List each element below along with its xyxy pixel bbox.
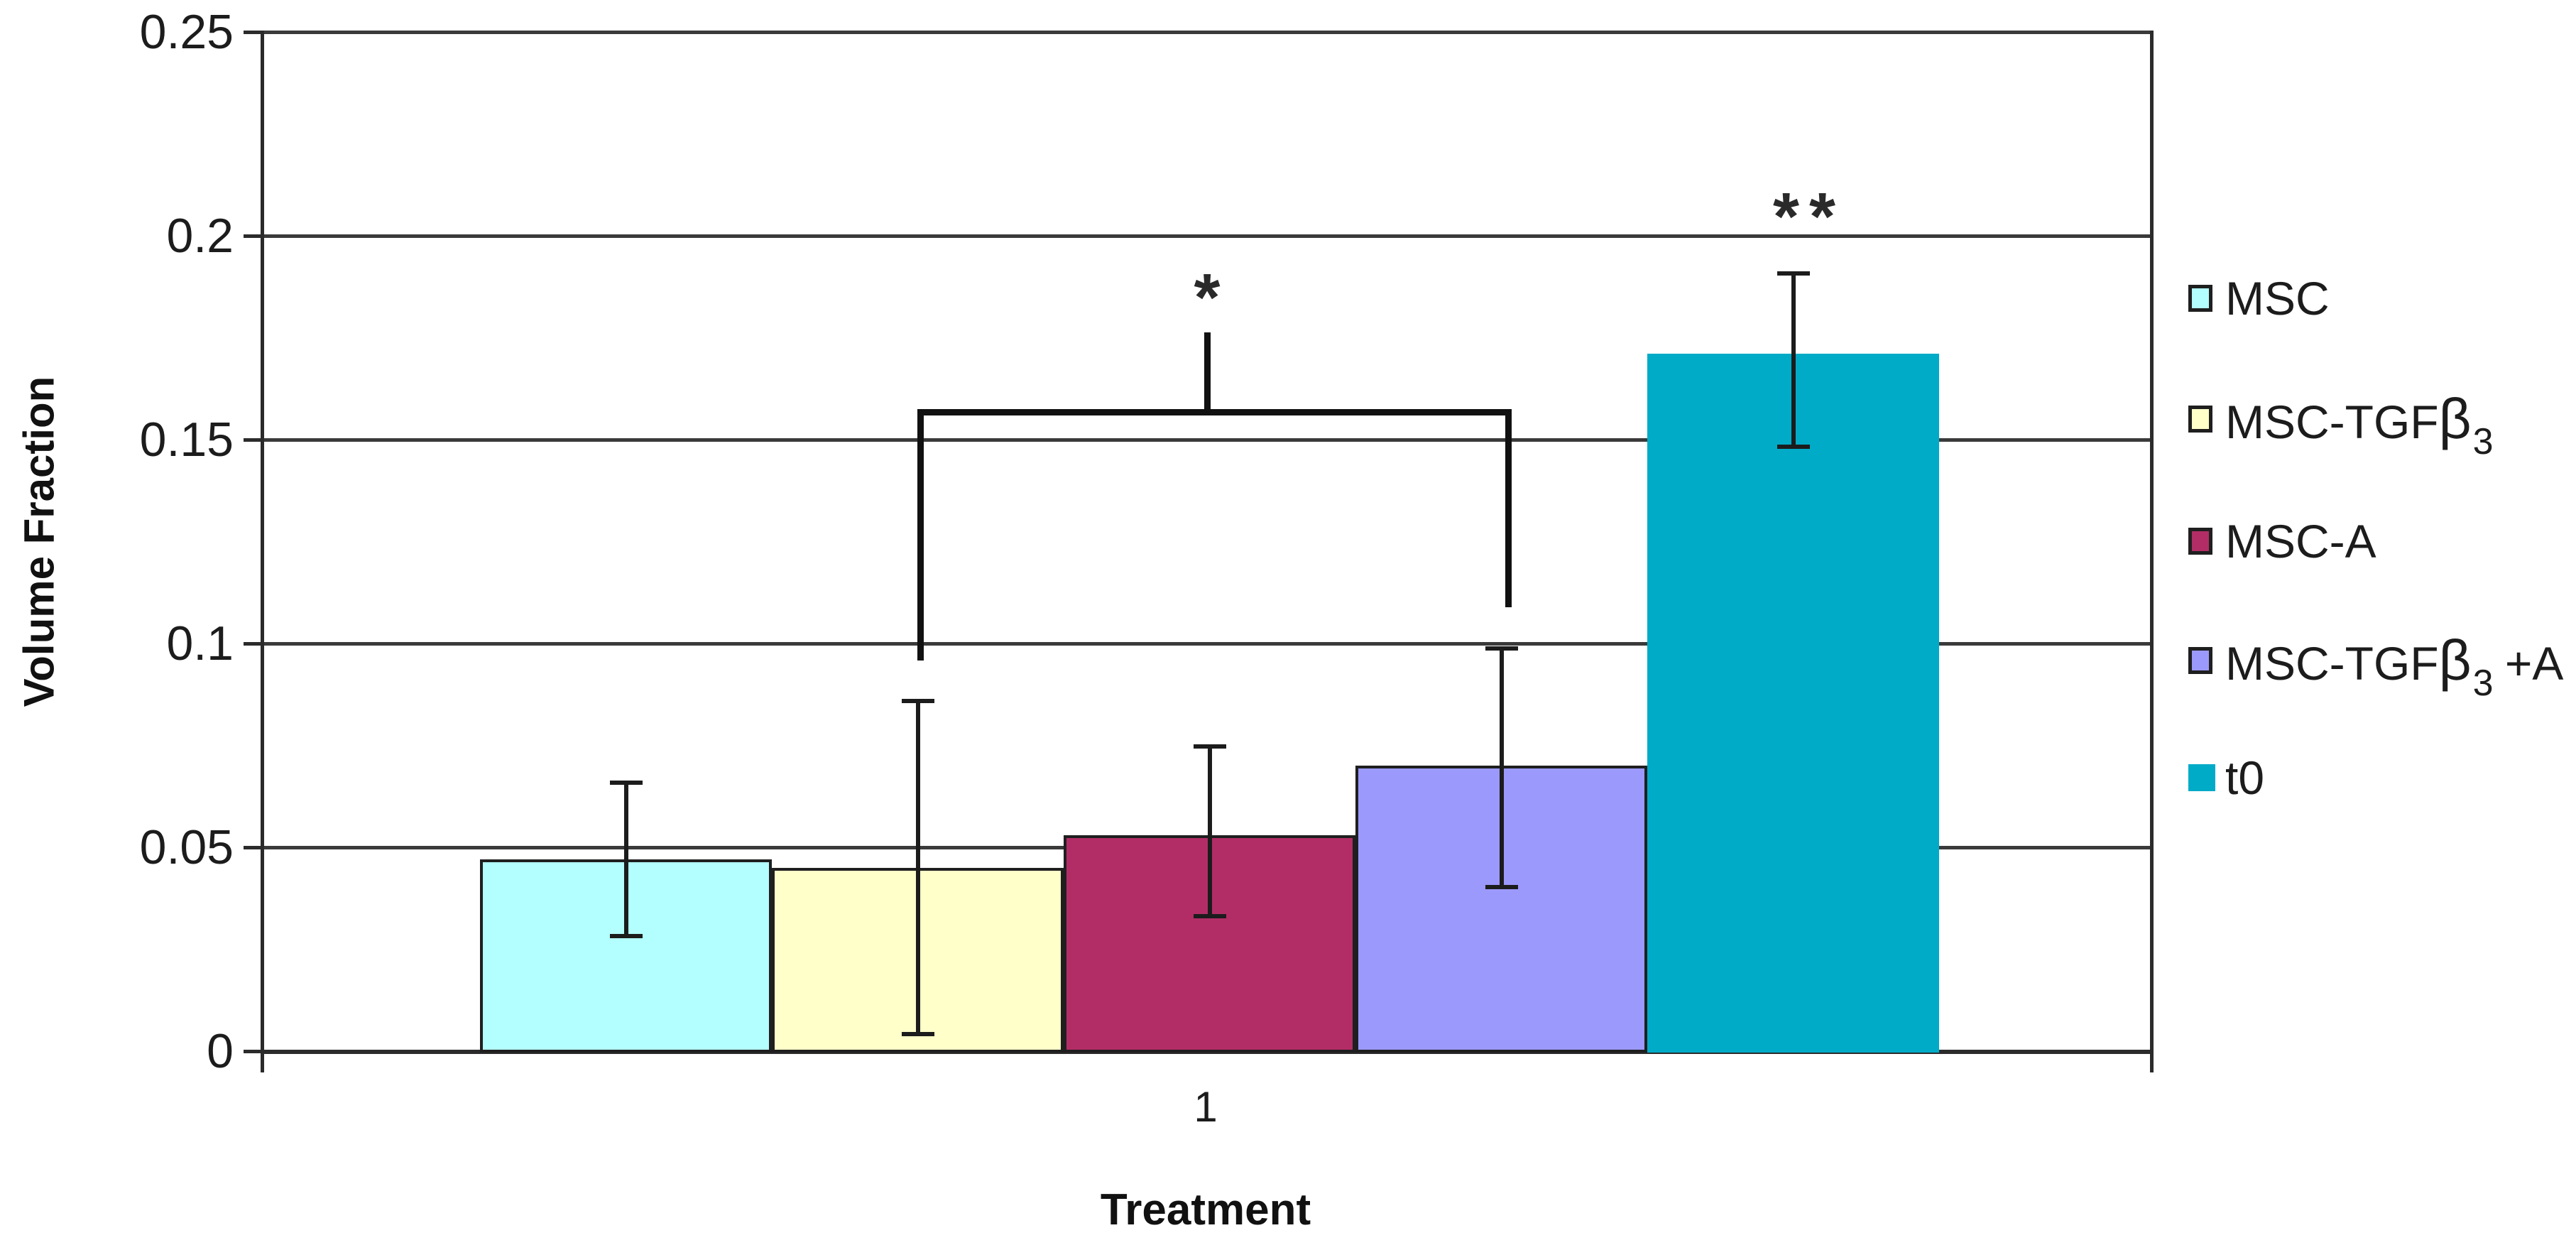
error-cap-bottom-MSC-TGFb3 [902, 1032, 934, 1036]
error-cap-bottom-MSC-TGFb3+A [1485, 885, 1518, 889]
y-tick-0 [244, 1050, 262, 1053]
legend-label-MSC-A: MSC-A [2225, 518, 2376, 565]
error-cap-top-MSC-A [1194, 744, 1226, 749]
error-cap-bottom-MSC-A [1194, 914, 1226, 918]
legend-label-part: MSC-TGF [2225, 637, 2439, 690]
y-tick-0.25 [244, 31, 262, 34]
y-axis-title: Volume Fraction [15, 376, 63, 707]
error-cap-bottom-t0 [1777, 445, 1810, 449]
legend-label-part: MSC [2225, 272, 2330, 325]
legend-label-MSC-TGFb3+A: MSC-TGFβ3 +A [2225, 629, 2564, 702]
bracket-right-vertical [1505, 409, 1512, 607]
error-cap-top-MSC [610, 781, 643, 785]
category-label: 1 [1194, 1083, 1218, 1131]
y-axis-line [261, 31, 264, 1054]
bracket-horizontal [917, 409, 1512, 415]
legend-label-part: +A [2492, 637, 2564, 690]
legend-label-part: β [2438, 629, 2472, 692]
error-cap-bottom-MSC [610, 934, 643, 938]
x-axis-end-tick-left [261, 1051, 264, 1072]
gridline-0.25 [261, 31, 2150, 34]
error-cap-top-t0 [1777, 271, 1810, 276]
significance-single-asterisk: * [1194, 260, 1221, 335]
plot-right-border [2150, 31, 2154, 1054]
legend-label-t0: t0 [2225, 754, 2264, 801]
y-tick-label-0.25: 0.25 [139, 5, 234, 59]
error-cap-top-MSC-TGFb3+A [1485, 646, 1518, 651]
x-axis-title: Treatment [1100, 1185, 1311, 1234]
legend-swatch-t0 [2188, 764, 2215, 791]
error-bar-MSC-TGFb3+A [1500, 648, 1504, 888]
error-cap-top-MSC-TGFb3 [902, 699, 934, 703]
error-bar-MSC-A [1208, 746, 1212, 917]
gridline-0.2 [261, 234, 2150, 238]
y-tick-label-0.2: 0.2 [166, 209, 234, 263]
legend-label-part: t0 [2225, 751, 2265, 804]
legend-swatch-MSC-TGFb3 [2188, 406, 2212, 433]
legend-label-part: 3 [2472, 663, 2494, 704]
legend-swatch-MSC-A [2188, 528, 2212, 555]
y-tick-label-0.15: 0.15 [139, 413, 234, 467]
y-tick-label-0.05: 0.05 [139, 820, 234, 874]
legend-label-MSC-TGFb3: MSC-TGFβ3 [2225, 391, 2494, 461]
y-tick-label-0: 0 [207, 1024, 234, 1078]
legend-label-part: β [2438, 387, 2472, 450]
bar-MSC-A [1064, 835, 1355, 1053]
y-tick-0.15 [244, 438, 262, 442]
legend-swatch-MSC-TGFb3+A [2188, 647, 2212, 674]
gridline-0.15 [261, 438, 2150, 442]
significance-double-asterisk: ** [1773, 179, 1845, 254]
y-tick-0.1 [244, 642, 262, 646]
legend-label-part: MSC-A [2225, 515, 2376, 567]
bracket-stem [1204, 332, 1211, 415]
y-tick-0.2 [244, 234, 262, 238]
legend-label-part: 3 [2472, 421, 2494, 462]
error-bar-MSC-TGFb3 [916, 700, 920, 1035]
gridline-0.1 [261, 642, 2150, 646]
bracket-left-vertical [917, 409, 924, 661]
error-bar-t0 [1791, 273, 1796, 447]
bar-t0 [1647, 354, 1939, 1053]
x-axis-end-tick-right [2150, 1051, 2154, 1072]
legend-label-MSC: MSC [2225, 275, 2330, 322]
error-bar-MSC [624, 782, 628, 937]
legend-swatch-MSC [2188, 285, 2212, 312]
legend-label-part: MSC-TGF [2225, 396, 2439, 448]
y-tick-label-0.1: 0.1 [166, 616, 234, 670]
y-tick-0.05 [244, 846, 262, 849]
